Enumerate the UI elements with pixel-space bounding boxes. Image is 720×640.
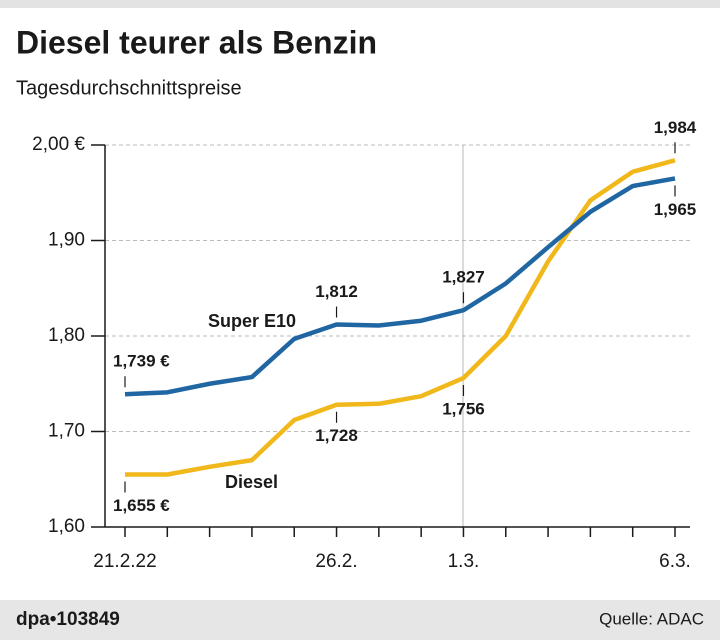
x-tick-label: 6.3. bbox=[659, 551, 691, 572]
series-label: Diesel bbox=[225, 472, 278, 492]
x-tick-label: 1.3. bbox=[448, 551, 480, 572]
value-label: 1,739 € bbox=[113, 352, 170, 371]
value-label: 1,984 bbox=[654, 118, 697, 137]
y-tick-label: 1,80 bbox=[48, 325, 85, 346]
value-label: 1,756 bbox=[442, 400, 485, 419]
chart-subtitle: Tagesdurchschnittspreise bbox=[16, 77, 242, 99]
y-tick-label: 1,70 bbox=[48, 421, 85, 442]
series-line bbox=[124, 176, 676, 397]
value-label: 1,655 € bbox=[113, 496, 170, 515]
footer-id: dpa•103849 bbox=[16, 609, 120, 630]
y-tick-label: 1,90 bbox=[48, 230, 85, 251]
value-label: 1,965 bbox=[654, 200, 697, 219]
y-tick-label: 1,60 bbox=[48, 516, 85, 537]
top-band bbox=[0, 0, 720, 8]
series-label: Super E10 bbox=[208, 311, 296, 331]
series-line bbox=[125, 158, 676, 477]
value-label: 1,812 bbox=[315, 282, 358, 301]
x-tick-label: 26.2. bbox=[315, 551, 357, 572]
value-label: 1,827 bbox=[442, 268, 485, 287]
footer-band bbox=[0, 600, 720, 640]
x-tick-label: 21.2.22 bbox=[93, 551, 156, 572]
chart-title: Diesel teurer als Benzin bbox=[16, 24, 377, 60]
value-label: 1,728 bbox=[315, 426, 358, 445]
footer-source: Quelle: ADAC bbox=[599, 609, 704, 628]
y-tick-label: 2,00 € bbox=[32, 134, 85, 155]
